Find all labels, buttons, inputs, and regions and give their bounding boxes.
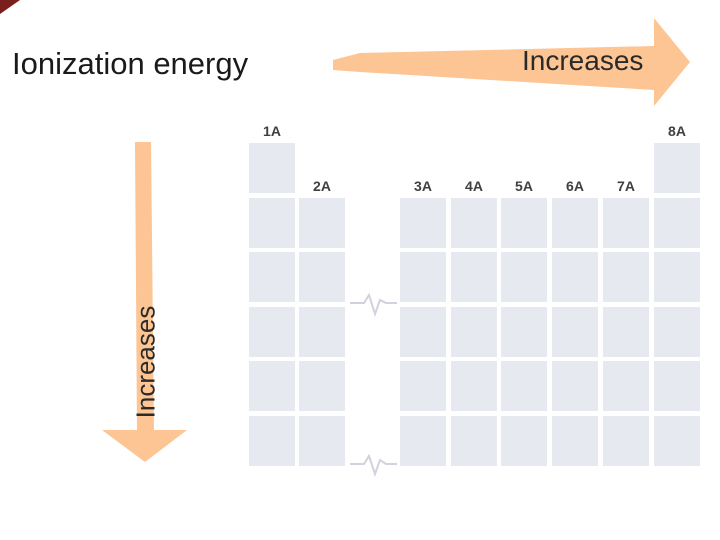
table-cell [552, 307, 598, 357]
group-label-6a: 6A [566, 178, 584, 194]
table-cell [501, 198, 547, 248]
table-cell [299, 307, 345, 357]
table-cell [249, 361, 295, 411]
table-cell [299, 361, 345, 411]
table-cell [603, 252, 649, 302]
table-cell [552, 361, 598, 411]
table-cell [451, 416, 497, 466]
table-cell [654, 198, 700, 248]
table-cell [603, 307, 649, 357]
table-cell [299, 252, 345, 302]
table-cell [603, 198, 649, 248]
table-cell [400, 416, 446, 466]
group-label-8a: 8A [668, 123, 686, 139]
table-cell [654, 252, 700, 302]
table-cell [654, 307, 700, 357]
table-cell [552, 252, 598, 302]
group-label-5a: 5A [515, 178, 533, 194]
table-cell [501, 252, 547, 302]
table-cell [400, 361, 446, 411]
table-cell [451, 198, 497, 248]
table-cell [654, 361, 700, 411]
group-label-7a: 7A [617, 178, 635, 194]
group-label-2a: 2A [313, 178, 331, 194]
table-cell [603, 361, 649, 411]
table-cell [299, 198, 345, 248]
table-cell [451, 361, 497, 411]
group-label-4a: 4A [465, 178, 483, 194]
table-cell [552, 416, 598, 466]
table-cell [249, 198, 295, 248]
table-cell [400, 307, 446, 357]
table-cell [400, 252, 446, 302]
table-cell [451, 252, 497, 302]
table-cell [299, 416, 345, 466]
table-cell [501, 361, 547, 411]
table-cell [249, 252, 295, 302]
table-cell [451, 307, 497, 357]
group-label-1a: 1A [263, 123, 281, 139]
table-cell [400, 198, 446, 248]
table-cell [552, 198, 598, 248]
title: Ionization energy [12, 46, 249, 81]
table-cell [249, 307, 295, 357]
table-cell [249, 416, 295, 466]
table-cell [249, 143, 295, 193]
table-cell [654, 143, 700, 193]
horizontal-arrow-label: Increases [522, 45, 644, 76]
table-cell [501, 416, 547, 466]
group-label-3a: 3A [414, 178, 432, 194]
table-cell [654, 416, 700, 466]
table-cell [501, 307, 547, 357]
table-cell [603, 416, 649, 466]
